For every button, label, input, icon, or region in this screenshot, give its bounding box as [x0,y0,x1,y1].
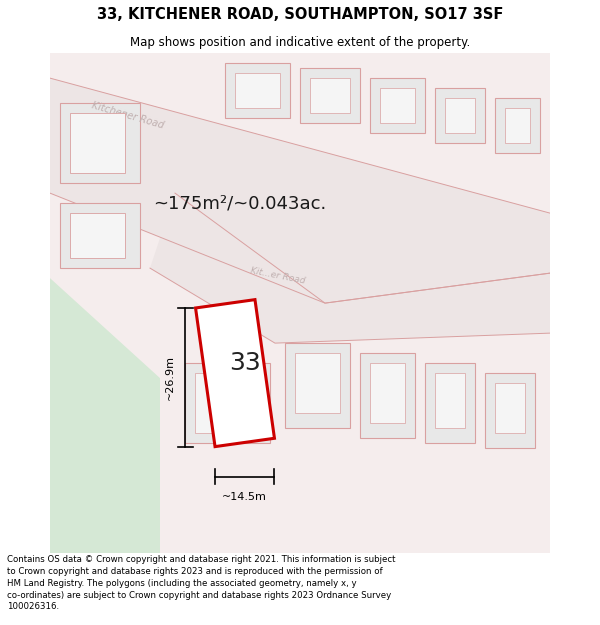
Polygon shape [300,68,360,123]
Polygon shape [495,98,540,153]
Polygon shape [195,373,260,433]
Polygon shape [70,213,125,258]
Polygon shape [50,278,160,553]
Polygon shape [435,373,465,428]
Text: 33: 33 [229,351,261,375]
Text: Contains OS data © Crown copyright and database right 2021. This information is : Contains OS data © Crown copyright and d… [7,555,396,611]
Polygon shape [370,363,405,423]
Polygon shape [185,363,270,443]
Text: ~175m²/~0.043ac.: ~175m²/~0.043ac. [154,194,326,212]
Polygon shape [310,78,350,113]
Polygon shape [360,353,415,438]
Text: Kit...er Road: Kit...er Road [250,266,307,285]
Polygon shape [150,193,550,343]
Text: Map shows position and indicative extent of the property.: Map shows position and indicative extent… [130,36,470,49]
Polygon shape [295,353,340,413]
Text: 33, KITCHENER ROAD, SOUTHAMPTON, SO17 3SF: 33, KITCHENER ROAD, SOUTHAMPTON, SO17 3S… [97,7,503,22]
Polygon shape [495,383,525,433]
Polygon shape [60,103,140,183]
Polygon shape [505,108,530,143]
Polygon shape [225,63,290,118]
Polygon shape [50,78,550,303]
Polygon shape [485,373,535,448]
Polygon shape [425,363,475,443]
Polygon shape [370,78,425,133]
Text: ~14.5m: ~14.5m [223,492,267,502]
Polygon shape [285,343,350,428]
Text: ~26.9m: ~26.9m [165,355,175,400]
Text: Kitchener Road: Kitchener Road [90,100,164,130]
Polygon shape [380,88,415,123]
Polygon shape [196,299,274,447]
Polygon shape [435,88,485,143]
Polygon shape [70,113,125,173]
Polygon shape [445,98,475,133]
Polygon shape [235,73,280,108]
Polygon shape [60,203,140,268]
